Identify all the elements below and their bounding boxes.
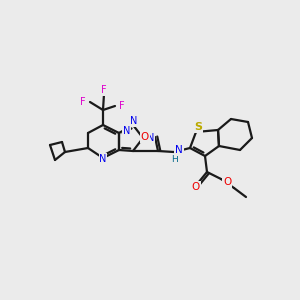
Text: F: F [80,97,86,107]
Text: N: N [130,116,138,126]
Text: S: S [194,122,202,132]
Text: F: F [119,101,124,111]
Text: F: F [101,85,107,95]
Text: N: N [123,126,130,136]
Text: O: O [192,182,200,192]
Text: H: H [171,155,177,164]
Text: N: N [147,133,154,143]
Text: N: N [175,145,183,155]
Text: O: O [223,177,231,187]
Text: O: O [141,132,149,142]
Text: N: N [99,154,107,164]
